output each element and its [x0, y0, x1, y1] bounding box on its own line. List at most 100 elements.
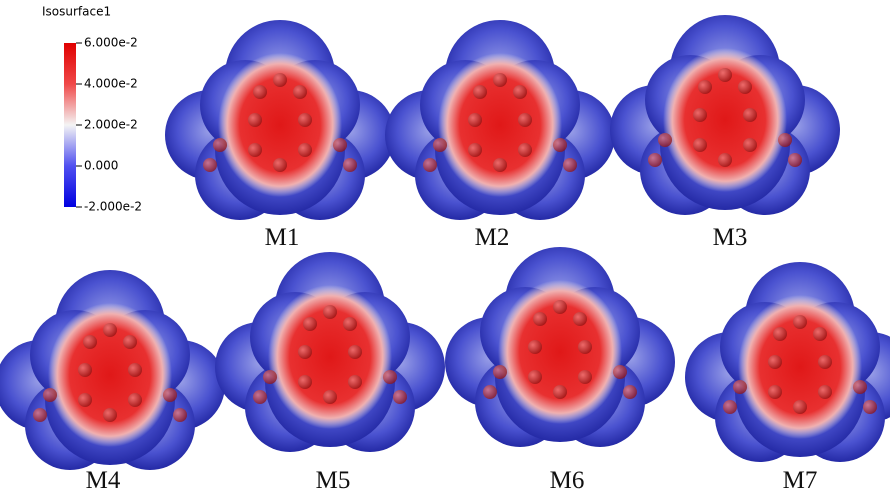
- atom: [203, 158, 217, 172]
- atom: [513, 85, 527, 99]
- atom: [128, 393, 142, 407]
- atom: [773, 327, 787, 341]
- atom: [493, 158, 507, 172]
- atom: [818, 355, 832, 369]
- atom: [743, 138, 757, 152]
- atom: [623, 385, 637, 399]
- atom: [298, 143, 312, 157]
- atom: [323, 390, 337, 404]
- colorbar-tick-label: 2.000e-2: [84, 118, 138, 132]
- atom: [778, 133, 792, 147]
- atom: [103, 323, 117, 337]
- colorbar: [64, 43, 76, 207]
- atom: [813, 327, 827, 341]
- atom: [383, 370, 397, 384]
- panel-label: M4: [86, 467, 121, 494]
- atom: [693, 138, 707, 152]
- colorbar-tick-label: 6.000e-2: [84, 36, 138, 50]
- molecule-surface: M2: [385, 20, 615, 251]
- atom: [563, 158, 577, 172]
- molecule-surface: M5: [215, 252, 445, 494]
- atom: [533, 312, 547, 326]
- atom: [348, 345, 362, 359]
- atom: [578, 370, 592, 384]
- atom: [43, 388, 57, 402]
- molecule-surface: M4: [0, 270, 225, 494]
- atom: [818, 385, 832, 399]
- colorbar-tick-label: 4.000e-2: [84, 77, 138, 91]
- atom: [473, 85, 487, 99]
- atom: [733, 380, 747, 394]
- atom: [248, 113, 262, 127]
- atom: [213, 138, 227, 152]
- atom: [768, 355, 782, 369]
- atom: [493, 73, 507, 87]
- atom: [293, 85, 307, 99]
- panel-label: M7: [783, 467, 818, 494]
- panel-label: M2: [475, 224, 510, 251]
- atom: [718, 153, 732, 167]
- atom: [493, 365, 507, 379]
- atom: [553, 385, 567, 399]
- atom: [263, 370, 277, 384]
- atom: [248, 143, 262, 157]
- atom: [853, 380, 867, 394]
- atom: [343, 158, 357, 172]
- atom: [483, 385, 497, 399]
- atom: [323, 305, 337, 319]
- atom: [528, 340, 542, 354]
- atom: [253, 390, 267, 404]
- atom: [863, 400, 877, 414]
- atom: [613, 365, 627, 379]
- atom: [173, 408, 187, 422]
- atom: [468, 143, 482, 157]
- atom: [693, 108, 707, 122]
- atom: [298, 375, 312, 389]
- atom: [348, 375, 362, 389]
- atom: [163, 388, 177, 402]
- atom: [793, 315, 807, 329]
- panel-label: M1: [265, 224, 300, 251]
- atom: [743, 108, 757, 122]
- panel-label: M6: [550, 467, 585, 494]
- atom: [553, 138, 567, 152]
- panel-label: M5: [316, 467, 351, 494]
- atom: [573, 312, 587, 326]
- atom: [718, 68, 732, 82]
- atom: [273, 73, 287, 87]
- atom: [333, 138, 347, 152]
- atom: [518, 143, 532, 157]
- atom: [698, 80, 712, 94]
- atom: [343, 317, 357, 331]
- atom: [658, 133, 672, 147]
- atom: [78, 363, 92, 377]
- figure: Isosurface1 6.000e-24.000e-22.000e-20.00…: [0, 0, 890, 498]
- molecule-surface: M1: [165, 20, 395, 251]
- atom: [83, 335, 97, 349]
- molecule-surface: M3: [610, 15, 840, 251]
- atom: [528, 370, 542, 384]
- colorbar-tick-label: 0.000: [84, 159, 118, 173]
- atom: [578, 340, 592, 354]
- atom: [103, 408, 117, 422]
- colorbar-tick-label: -2.000e-2: [84, 200, 142, 214]
- atom: [273, 158, 287, 172]
- atom: [123, 335, 137, 349]
- atom: [788, 153, 802, 167]
- panel-label: M3: [713, 224, 748, 251]
- atom: [793, 400, 807, 414]
- atom: [128, 363, 142, 377]
- atom: [723, 400, 737, 414]
- atom: [393, 390, 407, 404]
- atom: [553, 300, 567, 314]
- atom: [298, 345, 312, 359]
- atom: [768, 385, 782, 399]
- atom: [648, 153, 662, 167]
- atom: [78, 393, 92, 407]
- atom: [433, 138, 447, 152]
- atom: [738, 80, 752, 94]
- molecule-surface: M6: [445, 247, 675, 494]
- molecule-surface: M7: [685, 262, 890, 494]
- atom: [423, 158, 437, 172]
- atom: [253, 85, 267, 99]
